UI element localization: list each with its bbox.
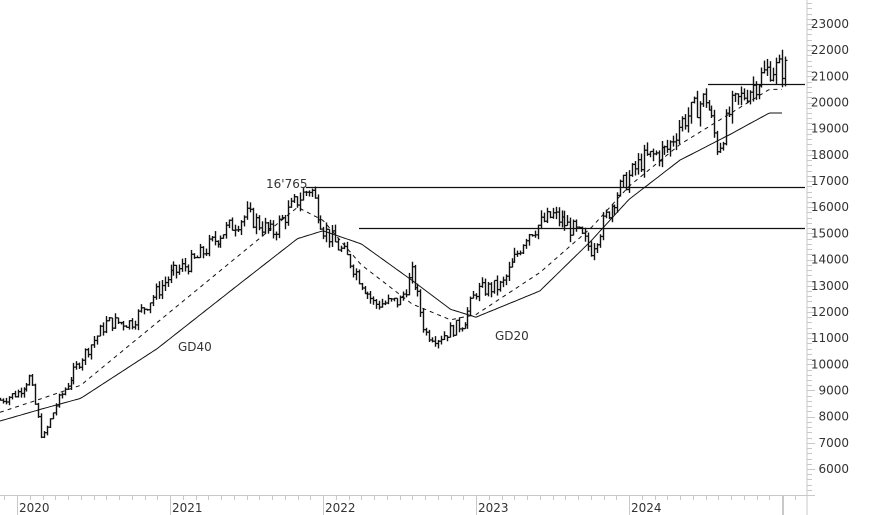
y-tick-label: 21000 [811,69,849,83]
y-tick-label: 20000 [811,96,849,110]
gd20-line [0,88,782,413]
x-tick-label: 2022 [325,501,356,515]
y-tick-label: 19000 [811,122,849,136]
y-axis: 6000 7000 8000 9000 10000 11000 12000 13000 1400… [806,0,849,515]
y-tick-label: 12000 [811,305,849,319]
y-tick-label: 6000 [818,462,849,476]
price-bars [0,49,788,439]
peak-label: 16'765 [266,177,307,191]
y-tick-label: 14000 [811,253,849,267]
y-tick-label: 13000 [811,279,849,293]
y-tick-label: 23000 [811,17,849,31]
horizontal-levels [306,83,805,230]
y-tick-label: 10000 [811,357,849,371]
x-tick-label: 2024 [631,501,662,515]
y-tick-label: 8000 [818,410,849,424]
y-tick-label: 9000 [818,383,849,397]
y-tick-label: 15000 [811,226,849,240]
gd40-line [0,112,782,422]
x-tick-label: 2021 [172,501,203,515]
moving-averages [0,88,782,422]
x-axis: 2020 2021 2022 2023 2024 [0,495,807,515]
gd40-label: GD40 [178,340,212,354]
x-tick-label: 2020 [19,501,50,515]
y-tick-label: 18000 [811,148,849,162]
y-tick-label: 22000 [811,43,849,57]
y-tick-label: 11000 [811,331,849,345]
y-tick-label: 16000 [811,200,849,214]
y-tick-label: 17000 [811,174,849,188]
x-tick-label: 2023 [478,501,509,515]
gd20-label: GD20 [495,329,529,343]
y-tick-label: 7000 [818,436,849,450]
